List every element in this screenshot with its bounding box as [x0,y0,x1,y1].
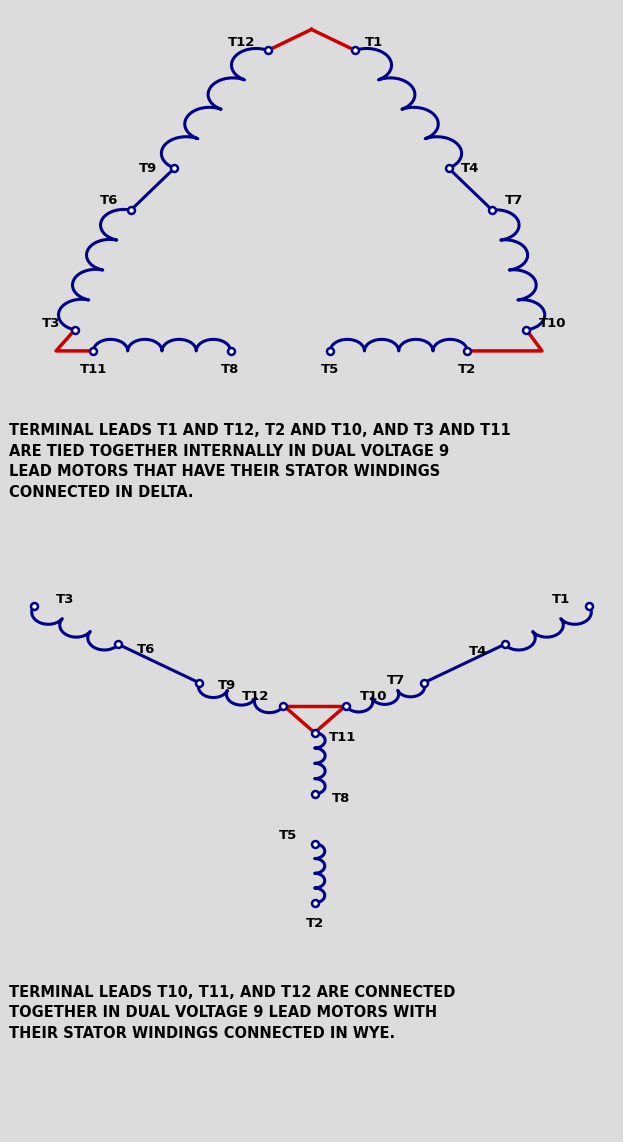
Text: T1: T1 [364,37,383,49]
Text: T3: T3 [56,593,75,605]
Text: T5: T5 [321,363,340,377]
Text: T5: T5 [279,829,298,842]
Text: T8: T8 [331,793,350,805]
Text: TERMINAL LEADS T1 AND T12, T2 AND T10, AND T3 AND T11
ARE TIED TOGETHER INTERNAL: TERMINAL LEADS T1 AND T12, T2 AND T10, A… [9,424,511,500]
Text: T7: T7 [386,674,405,687]
Text: T2: T2 [305,917,324,930]
Text: T6: T6 [100,194,118,208]
Text: T8: T8 [221,363,240,377]
Text: T12: T12 [228,37,255,49]
Text: T9: T9 [218,678,237,692]
Text: T7: T7 [505,194,523,208]
Text: T11: T11 [80,363,107,377]
Text: T10: T10 [360,690,388,703]
Text: T9: T9 [139,162,158,175]
Text: T3: T3 [42,317,60,330]
Text: T11: T11 [329,731,356,743]
Text: T2: T2 [458,363,477,377]
Text: T4: T4 [469,644,488,658]
Text: T10: T10 [539,317,566,330]
Text: T6: T6 [137,643,156,657]
Text: TERMINAL LEADS T10, T11, AND T12 ARE CONNECTED
TOGETHER IN DUAL VOLTAGE 9 LEAD M: TERMINAL LEADS T10, T11, AND T12 ARE CON… [9,984,455,1040]
Text: T1: T1 [551,593,570,605]
Text: T12: T12 [242,690,269,703]
Text: T4: T4 [461,162,480,175]
